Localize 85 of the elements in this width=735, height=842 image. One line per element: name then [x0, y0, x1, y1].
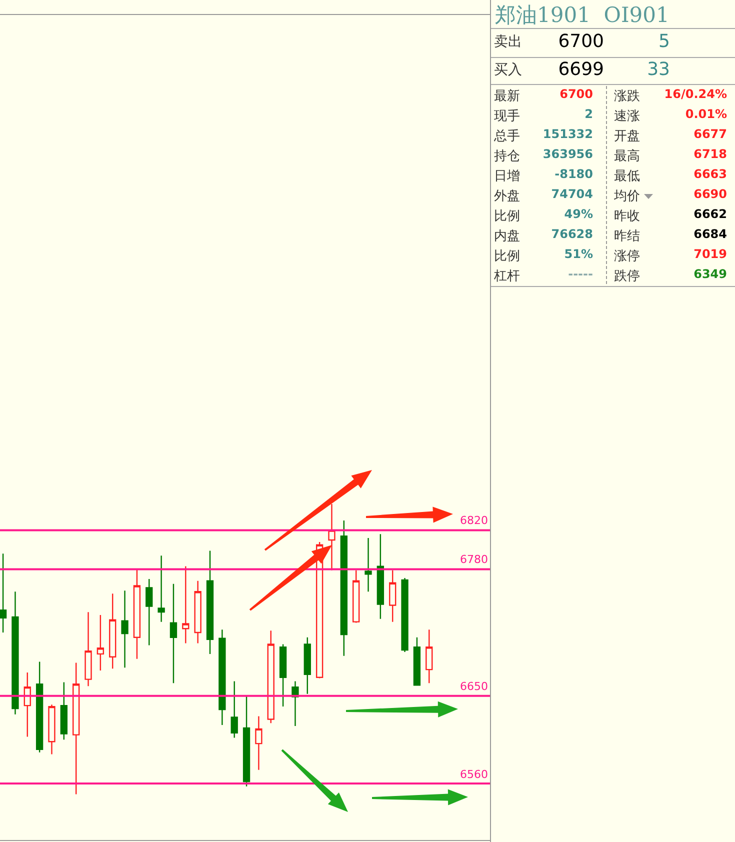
candlestick — [255, 716, 262, 770]
candlestick — [0, 553, 7, 634]
candlestick — [242, 695, 250, 788]
text: 6699 — [558, 59, 604, 80]
text: 比例 — [494, 208, 520, 225]
text: 2 — [584, 107, 593, 121]
text: 日增 — [494, 168, 520, 185]
text: 买入 — [494, 61, 522, 79]
text: 最高 — [614, 148, 640, 165]
text: 速涨 — [614, 108, 640, 125]
ref-line-label: 6820 — [460, 514, 488, 527]
text: 总手 — [494, 128, 520, 145]
candlestick — [352, 570, 360, 624]
candlestick — [230, 680, 238, 738]
text: 5 — [658, 31, 670, 52]
text: 比例 — [494, 248, 520, 265]
text: 郑油1901 OI901 — [495, 2, 670, 29]
text: 7019 — [694, 247, 727, 261]
text: 跌停 — [614, 268, 640, 285]
candlestick — [146, 578, 153, 646]
text: 6718 — [694, 147, 727, 161]
text: 363956 — [542, 147, 593, 161]
text: 开盘 — [614, 128, 640, 145]
text: 昨结 — [614, 228, 640, 245]
candlestick — [304, 636, 311, 694]
candlestick — [24, 672, 31, 738]
candlestick — [279, 644, 287, 708]
ref-line-label: 6650 — [460, 680, 488, 693]
candlestick — [389, 570, 396, 622]
text: 6663 — [694, 167, 727, 181]
candlestick — [72, 662, 80, 795]
candlestick — [401, 577, 408, 653]
candlestick — [96, 614, 104, 672]
text: 涨停 — [614, 248, 640, 265]
candlestick — [48, 704, 56, 755]
candlestick — [133, 568, 141, 660]
text: -8180 — [554, 167, 593, 181]
candlestick — [426, 629, 433, 684]
text: 16/0.24% — [664, 87, 727, 101]
candlestick — [376, 534, 384, 620]
candlestick — [170, 583, 178, 684]
text: 6690 — [694, 187, 727, 201]
text: 均价 — [614, 188, 640, 205]
text: 0.01% — [685, 107, 727, 121]
ref-line-label: 6560 — [460, 768, 488, 781]
text: 76628 — [551, 227, 593, 241]
text: 昨收 — [614, 208, 640, 225]
text: 49% — [564, 207, 593, 221]
text: 现手 — [494, 108, 520, 125]
text: 74704 — [551, 187, 593, 201]
candlestick — [109, 592, 116, 670]
candlestick — [364, 537, 372, 592]
candlestick — [84, 611, 92, 687]
text: 最新 — [494, 88, 520, 105]
text: 51% — [564, 247, 593, 261]
text: 卖出 — [494, 33, 522, 51]
text: 151332 — [542, 127, 593, 141]
text: 6677 — [694, 127, 727, 141]
candlestick — [328, 503, 336, 571]
candlestick — [206, 550, 214, 655]
text: 杠杆 — [494, 268, 520, 285]
text: 6684 — [694, 227, 727, 241]
text: ----- — [568, 267, 593, 281]
text: 外盘 — [494, 188, 520, 205]
text: 33 — [647, 59, 670, 80]
candlestick — [182, 566, 190, 644]
candlestick — [60, 682, 68, 740]
text: 6700 — [560, 87, 593, 101]
text: 6349 — [694, 267, 727, 281]
text: 6700 — [558, 31, 604, 52]
candlestick — [267, 630, 274, 724]
candlestick — [12, 591, 19, 715]
text: 内盘 — [494, 228, 520, 245]
text: 涨跌 — [614, 88, 640, 105]
text: 持仓 — [494, 148, 520, 165]
candlestick — [36, 661, 44, 753]
candlestick — [121, 590, 128, 668]
ref-line-label: 6780 — [460, 553, 488, 566]
candlestick — [413, 636, 421, 686]
candlestick — [194, 580, 202, 644]
candlestick — [158, 554, 165, 622]
text: 最低 — [614, 168, 640, 185]
candlestick — [218, 629, 226, 726]
candlestick — [340, 520, 348, 657]
text: 6662 — [694, 207, 727, 221]
